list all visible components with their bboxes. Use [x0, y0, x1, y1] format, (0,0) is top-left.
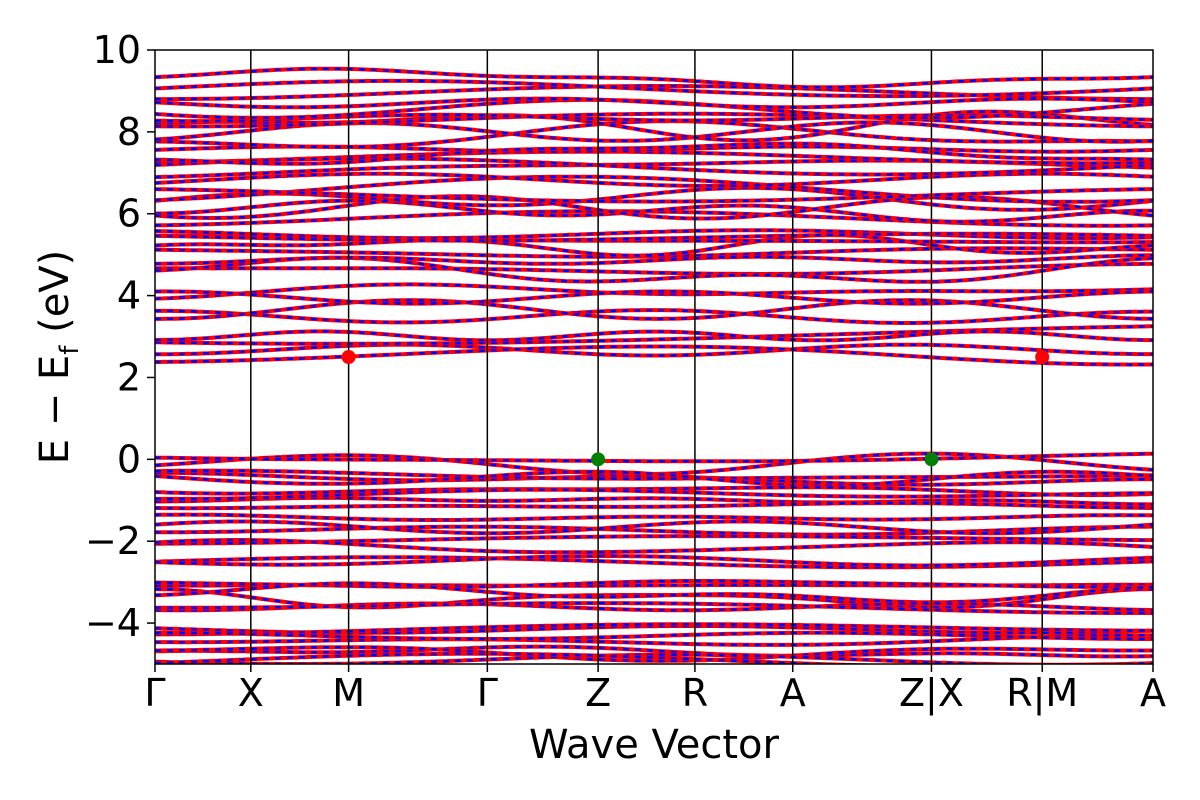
y-tick-label: −4 — [85, 601, 141, 645]
band-line-dashed — [155, 602, 1153, 612]
band-line-dashed — [155, 175, 1153, 204]
band-line-dashed — [155, 172, 1153, 188]
band-line-dashed — [155, 343, 1153, 357]
y-tick-label: 6 — [117, 192, 141, 236]
band-line-dashed — [155, 471, 1153, 486]
band-line-dashed — [155, 579, 1153, 589]
y-tick-label: 0 — [117, 437, 141, 481]
x-tick-label: Z — [585, 671, 611, 715]
vbm-marker — [591, 452, 606, 467]
band-line-dashed — [155, 345, 1153, 366]
band-line-dashed — [155, 525, 1153, 536]
cbm-marker — [341, 350, 356, 364]
band-line-dashed — [155, 199, 1153, 223]
x-tick-label: A — [1140, 671, 1166, 715]
band-line-dashed — [155, 119, 1153, 149]
band-line-dashed — [155, 67, 1153, 89]
band-line-dashed — [155, 209, 1153, 227]
band-line-dashed — [155, 622, 1153, 636]
band-line-dashed — [155, 554, 1153, 567]
band-line-dashed — [155, 97, 1153, 109]
band-line-dashed — [155, 470, 1153, 488]
cbm-marker — [1035, 350, 1050, 364]
x-axis: Γ X M Γ Z R A Z|X R|M A — [144, 664, 1166, 716]
band-line-dashed — [155, 112, 1153, 128]
band-line — [155, 324, 1153, 346]
band-line — [155, 194, 1153, 221]
band-line-dashed — [155, 486, 1153, 497]
band-line-dashed — [155, 513, 1153, 522]
x-tick-label: A — [780, 671, 806, 715]
band-line-dashed — [155, 229, 1153, 240]
band-line-dashed — [155, 624, 1153, 635]
band-line — [155, 651, 1153, 664]
band-line-dashed — [155, 157, 1153, 176]
band-line-dashed — [155, 262, 1153, 276]
extrema-markers — [341, 350, 1050, 467]
band-line-dashed — [155, 538, 1153, 554]
x-tick-label: Γ — [144, 671, 165, 715]
band-line-dashed — [155, 631, 1153, 641]
x-tick-label: R — [682, 671, 708, 715]
band-line-dashed — [155, 645, 1153, 658]
band-line-dashed — [155, 232, 1153, 242]
band-line-dashed — [155, 520, 1153, 535]
band-line — [155, 233, 1153, 258]
x-tick-label: R|M — [1006, 671, 1078, 716]
y-axis: 10 8 6 4 2 0 −2 −4 — [85, 28, 155, 645]
x-tick-label: Γ — [477, 671, 498, 715]
band-line-dashed — [155, 501, 1153, 510]
band-line-dashed — [155, 79, 1153, 98]
band-line-dashed — [155, 488, 1153, 501]
band-line-dashed — [155, 290, 1153, 305]
y-axis-title-sub: f — [55, 345, 85, 355]
high-symmetry-lines — [250, 50, 1043, 664]
y-tick-label: −2 — [85, 519, 141, 563]
band-line-dashed — [155, 187, 1153, 203]
band-line-dashed — [155, 452, 1153, 463]
y-axis-title-unit: (eV) — [32, 250, 78, 346]
band-line-dashed — [155, 496, 1153, 506]
band-line-dashed — [155, 234, 1153, 244]
band-line — [155, 298, 1153, 321]
band-line-dashed — [155, 254, 1153, 266]
bands-group — [155, 66, 1153, 664]
band-line-dashed — [155, 469, 1153, 480]
x-tick-label: M — [332, 671, 365, 715]
band-line — [155, 308, 1153, 325]
plot-frame — [154, 49, 1154, 665]
band-line-dashed — [155, 633, 1153, 647]
band-line-dashed — [155, 150, 1153, 165]
y-tick-label: 2 — [117, 355, 141, 399]
band-line-dashed — [155, 582, 1153, 604]
x-tick-label: X — [238, 671, 264, 715]
band-line-dashed — [155, 330, 1153, 342]
vbm-marker — [924, 452, 939, 467]
band-line-dashed — [155, 308, 1153, 325]
band-line-dashed — [155, 142, 1153, 166]
y-tick-label: 8 — [117, 110, 141, 154]
band-line-dashed — [155, 601, 1153, 615]
y-axis-title: E − Ef (eV) — [32, 250, 85, 465]
band-line-dashed — [155, 283, 1153, 300]
x-axis-title: Wave Vector — [529, 722, 780, 768]
y-tick-label: 4 — [117, 274, 141, 318]
band-line-dashed — [155, 645, 1153, 663]
band-line-dashed — [155, 247, 1153, 258]
y-tick-label: 10 — [93, 28, 141, 72]
x-tick-label: Z|X — [899, 671, 964, 716]
band-line-dashed — [155, 145, 1153, 153]
band-line-dashed — [155, 98, 1153, 120]
band-line-dashed — [155, 534, 1153, 545]
